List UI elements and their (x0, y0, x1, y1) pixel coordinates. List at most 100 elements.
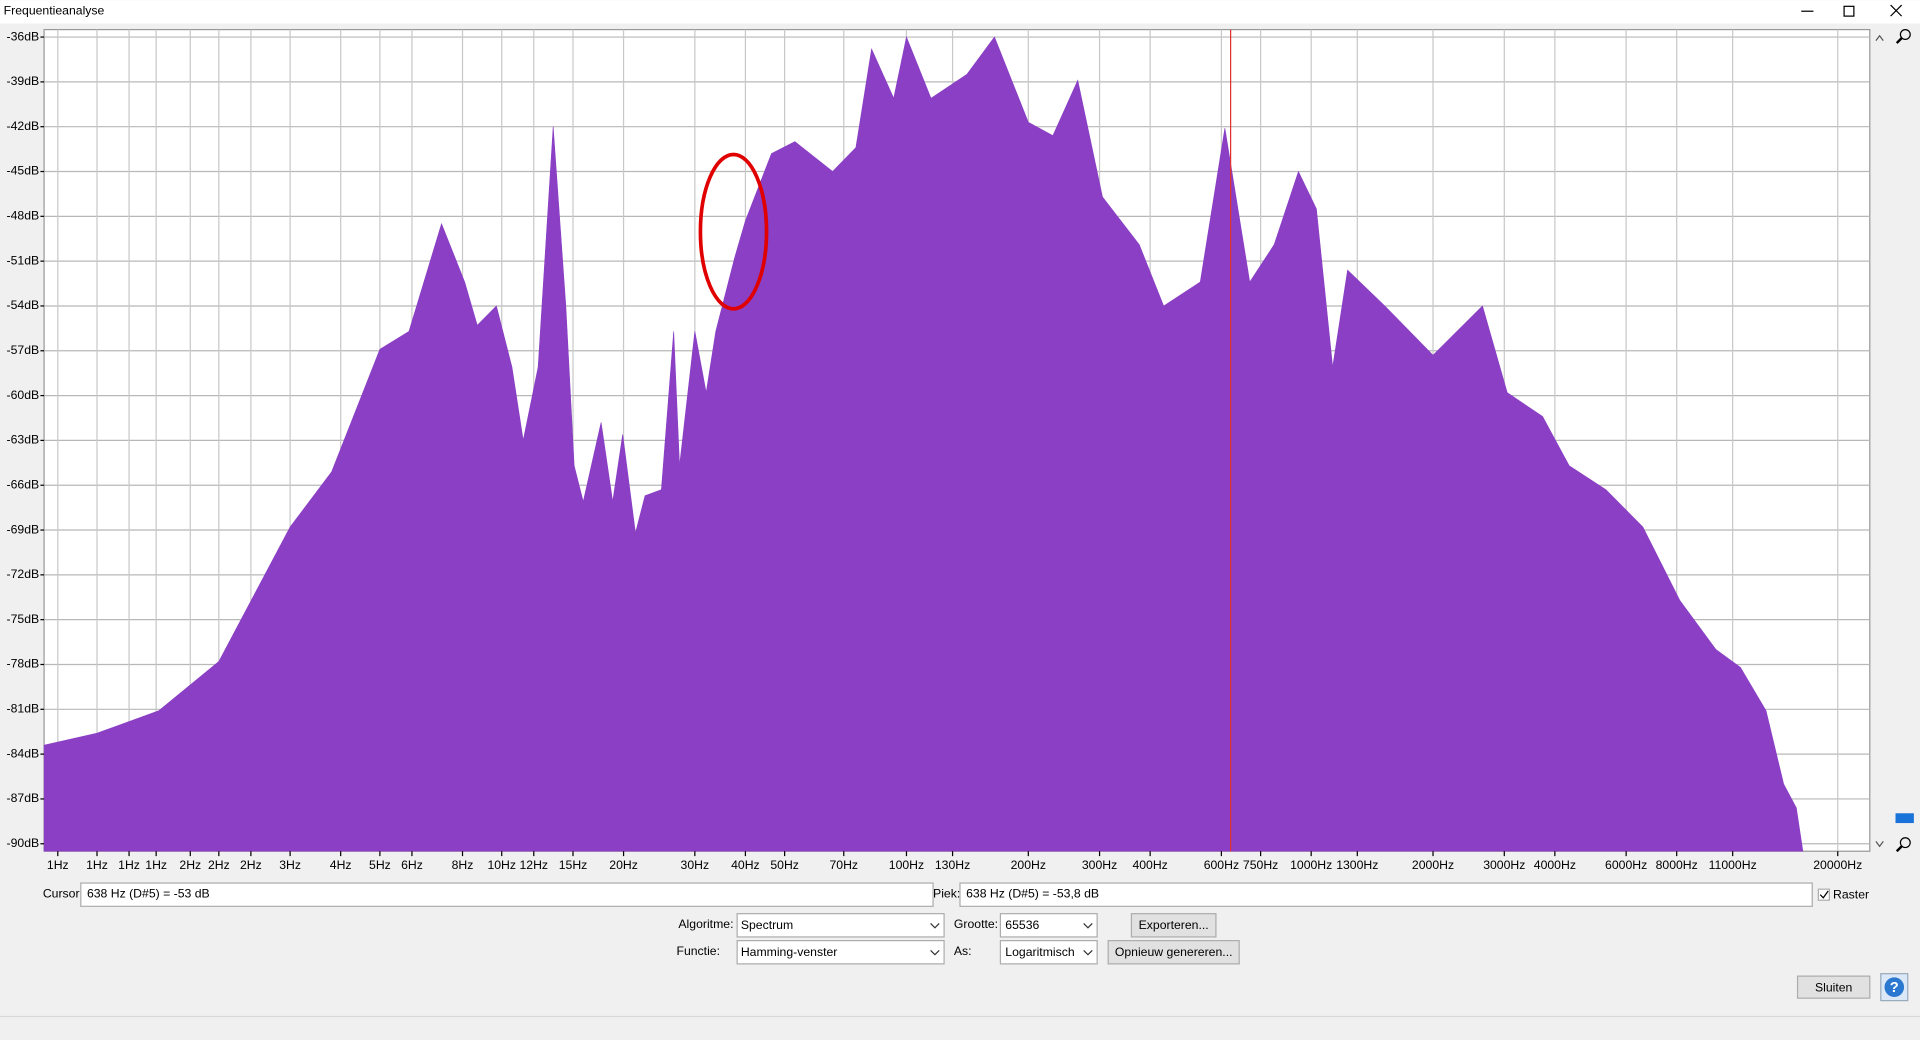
zoom-out[interactable] (1895, 837, 1911, 853)
y-tick-label: -60dB (7, 388, 40, 402)
x-tick-label: 750Hz (1243, 858, 1278, 872)
axis-dropdown[interactable] (999, 940, 1098, 965)
scrollbar[interactable] (1873, 29, 1886, 852)
size-label: Grootte: (954, 917, 998, 931)
x-tick-label: 100Hz (889, 858, 924, 872)
close-button-label[interactable]: Sluiten (1815, 981, 1853, 995)
y-tick-label: -51dB (7, 253, 40, 267)
help-button-label[interactable]: ? (1890, 980, 1899, 996)
y-tick-label: -54dB (7, 298, 40, 312)
regenerate-button[interactable] (1107, 940, 1240, 965)
x-tick-label: 12Hz (519, 858, 548, 872)
y-tick-label: -48dB (7, 209, 40, 223)
peak-label: Piek: (933, 886, 960, 900)
regenerate-button-label[interactable]: Opnieuw genereren... (1115, 945, 1233, 959)
x-tick-label: 8000Hz (1656, 858, 1698, 872)
y-tick-label: -81dB (7, 702, 40, 716)
algorithm-value[interactable]: Spectrum (741, 918, 793, 932)
x-tick-label: 200Hz (1011, 858, 1046, 872)
peak-field (959, 882, 1813, 907)
close-window-button[interactable] (1890, 4, 1903, 17)
y-tick-label: -69dB (7, 522, 40, 536)
x-tick-label: 50Hz (770, 858, 799, 872)
dropdown-arrow (1083, 923, 1093, 929)
cursor-value: 638 Hz (D#5) = -53 dB (87, 886, 210, 900)
window-title: Frequentieanalyse (4, 3, 105, 17)
x-tick-label: 2Hz (208, 858, 230, 872)
y-tick-label: -90dB (7, 836, 40, 850)
dropdown-arrow (1083, 949, 1093, 956)
x-tick-label: 8Hz (452, 858, 474, 872)
y-tick-label: -63dB (7, 433, 40, 447)
spectrum-area (43, 36, 1804, 852)
x-tick-label: 6000Hz (1605, 858, 1647, 872)
axis-label: As: (954, 944, 972, 958)
x-tick-label: 1300Hz (1336, 858, 1378, 872)
y-tick-label: -78dB (7, 657, 40, 671)
x-tick-label: 400Hz (1132, 858, 1167, 872)
x-tick-label: 30Hz (681, 858, 710, 872)
x-tick-label: 600Hz (1204, 858, 1239, 872)
zoom-in[interactable] (1895, 28, 1911, 44)
help-icon (1884, 977, 1905, 997)
dropdown-arrow (930, 949, 940, 956)
x-tick-label: 130Hz (935, 858, 970, 872)
y-tick-label: -36dB (7, 29, 40, 43)
x-tick-label: 300Hz (1082, 858, 1117, 872)
export-button[interactable] (1130, 913, 1217, 938)
x-tick-label: 1Hz (118, 858, 140, 872)
x-tick-label: 10Hz (487, 858, 516, 872)
x-tick-label: 1Hz (47, 858, 69, 872)
x-tick-label: 4000Hz (1534, 858, 1576, 872)
algorithm-label: Algoritme: (678, 917, 733, 931)
peak-value: 638 Hz (D#5) = -53,8 dB (966, 886, 1099, 900)
function-value[interactable]: Hamming-venster (741, 945, 838, 959)
marks (43, 36, 1804, 852)
grid-checkbox[interactable] (1817, 888, 1830, 901)
x-tick-label: 6Hz (401, 858, 423, 872)
title-bar (0, 0, 1920, 24)
close-button[interactable] (1796, 975, 1871, 999)
x-tick-label: 2Hz (179, 858, 201, 872)
scroll-down[interactable] (1875, 841, 1884, 848)
algorithm-dropdown[interactable] (736, 913, 945, 938)
x-tick-label: 1Hz (145, 858, 167, 872)
x-tick-label: 1000Hz (1290, 858, 1332, 872)
annotation-circle (698, 152, 769, 311)
dropdown-arrow (930, 923, 940, 929)
y-tick-label: -87dB (7, 791, 40, 805)
x-tick-label: 3Hz (279, 858, 301, 872)
size-value[interactable]: 65536 (1005, 918, 1039, 932)
y-tick-label: -57dB (7, 343, 40, 357)
x-tick-label: 2000Hz (1412, 858, 1454, 872)
slider-thumb[interactable] (1895, 813, 1914, 824)
y-tick-label: -42dB (7, 119, 40, 133)
x-tick-label: 2Hz (240, 858, 262, 872)
size-dropdown[interactable] (999, 913, 1098, 938)
y-tick-label: -66dB (7, 477, 40, 491)
function-label: Functie: (676, 944, 720, 958)
x-tick-label: 11000Hz (1709, 858, 1757, 872)
x-tick-label: 70Hz (829, 858, 858, 872)
export-button-label[interactable]: Exporteren... (1139, 918, 1209, 932)
x-tick-label: 3000Hz (1483, 858, 1525, 872)
y-tick-label: -45dB (7, 164, 40, 178)
y-tick-label: -39dB (7, 74, 40, 88)
axis-value[interactable]: Logaritmisch (1005, 945, 1075, 959)
cursor-field (80, 882, 934, 907)
scroll-up[interactable] (1875, 34, 1884, 41)
checkmark (1819, 890, 1829, 899)
cursor-label: Cursor: (43, 886, 83, 900)
x-tick-label: 40Hz (731, 858, 760, 872)
x-tick-label: 5Hz (369, 858, 391, 872)
y-tick-label: -84dB (7, 746, 40, 760)
x-tick-label: 20Hz (609, 858, 638, 872)
x-tick-label: 20000Hz (1813, 858, 1862, 872)
x-tick-label: 15Hz (559, 858, 588, 872)
grid-checkbox-label[interactable]: Raster (1833, 888, 1869, 902)
restore-button[interactable] (1843, 5, 1855, 17)
function-dropdown[interactable] (736, 940, 945, 965)
x-tick-label: 1Hz (86, 858, 108, 872)
